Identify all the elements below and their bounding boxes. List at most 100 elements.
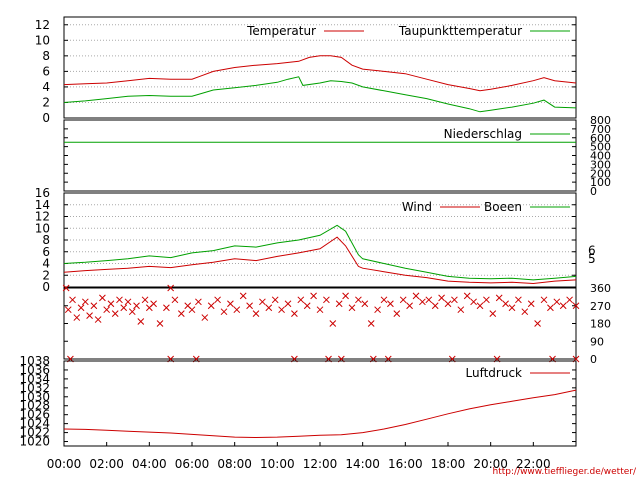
x-tick-label: 14:00 (345, 457, 380, 471)
wind-direction-point (553, 298, 561, 306)
wind-direction-point (107, 300, 115, 308)
wind-direction-point (86, 312, 93, 319)
wind-direction-point (214, 296, 221, 304)
wind-direction-point (534, 320, 541, 327)
wind-direction-point (195, 298, 202, 306)
wind-direction-point (207, 302, 215, 310)
temperature-ytick-label: 6 (42, 64, 50, 78)
wind-direction-point (156, 320, 164, 327)
wind-direction-point (329, 320, 337, 327)
wind-line-0 (63, 236, 577, 285)
wind-direction-point (393, 310, 401, 317)
wind-direction-ytick-label: 90 (590, 335, 604, 348)
wind-direction-point (137, 318, 145, 325)
wind-direction-point (116, 296, 123, 304)
wind-direction-point (399, 296, 407, 304)
wind-direction-point (64, 306, 72, 314)
footer-url[interactable]: http://www.tiefflieger.de/wetter/ (493, 467, 637, 477)
wind-ytick-label: 14 (35, 198, 50, 212)
wind-ytick-label: 8 (42, 233, 50, 247)
temperature-ytick-label: 12 (35, 18, 50, 32)
x-tick-label: 10:00 (260, 457, 295, 471)
temperature-line-1 (63, 76, 577, 113)
wind-direction-point (124, 298, 132, 306)
wind-line-1 (63, 224, 577, 281)
wind-direction-point (348, 304, 356, 312)
precipitation-ytick-label: 400 (590, 150, 611, 163)
wind-direction-point (259, 298, 266, 306)
wind-direction-point (476, 302, 484, 310)
wind-direction-point (167, 284, 175, 292)
wind-direction-point (94, 316, 102, 323)
x-tick-label: 04:00 (132, 457, 167, 471)
wind-direction-ytick-label: 0 (590, 353, 597, 366)
wind-direction-point (342, 292, 349, 300)
x-tick-label: 20:00 (473, 457, 508, 471)
wind-direction-point (483, 296, 490, 304)
x-tick-label: 06:00 (175, 457, 210, 471)
temperature-line-0 (63, 55, 577, 92)
wind-direction-point (163, 304, 170, 312)
wind-direction-point (515, 296, 522, 304)
wind-direction-point (77, 304, 85, 312)
wind-direction-point (374, 306, 381, 314)
panel-wind-direction: 0 90 180 270 360 (62, 282, 611, 366)
wind-direction-point (489, 310, 497, 317)
pressure-ytick-label: 1030 (19, 390, 50, 404)
wind-direction-point (220, 308, 228, 316)
x-tick-label: 16:00 (388, 457, 423, 471)
pressure-line-0 (63, 389, 577, 439)
wind-direction-point (150, 300, 157, 308)
x-tick-label: 00:00 (47, 457, 82, 471)
x-tick-label: 22:00 (516, 457, 551, 471)
pressure-ytick-label: 1032 (19, 381, 50, 395)
wind-direction-point (133, 302, 140, 310)
temperature-frame (63, 16, 577, 119)
temperature-legend-label-1: Taupunkttemperatur (398, 24, 522, 38)
wind-direction-point (463, 292, 471, 300)
wind-direction-point (316, 306, 324, 314)
pressure-ytick-label: 1024 (19, 417, 50, 431)
wind-direction-point (438, 294, 445, 302)
wind-ytick-label: 12 (35, 210, 50, 224)
precipitation-ytick-label: 500 (590, 141, 611, 154)
precipitation-ytick-label: 0 (590, 185, 597, 198)
wind-direction-point (201, 314, 209, 321)
wind-direction-point (99, 294, 106, 302)
temperature-ytick-label: 4 (42, 80, 50, 94)
precipitation-legend-label-0: Niederschlag (444, 127, 522, 141)
wind-direction-point (495, 294, 503, 302)
wind-direction-point (457, 306, 465, 314)
precipitation-ytick-label: 600 (590, 132, 611, 145)
wind-direction-point (527, 300, 535, 308)
wind-direction-point (406, 302, 413, 310)
wind-direction-point (73, 314, 81, 321)
wind-direction-point (128, 308, 136, 316)
wind-direction-point (171, 296, 179, 304)
wind-direction-point (451, 296, 458, 304)
wind-direction-ytick-label: 360 (590, 282, 611, 295)
wind-ytick-label: 6 (42, 245, 50, 259)
wind-direction-point (502, 300, 509, 308)
panel-pressure: 1020102210241026102810301032103410361038… (19, 354, 577, 449)
x-tick-label: 08:00 (217, 457, 252, 471)
pressure-ytick-label: 1028 (19, 399, 50, 413)
pressure-ytick-label: 1036 (19, 363, 50, 377)
wind-direction-point (284, 300, 292, 308)
wind-direction-point (566, 296, 573, 304)
wind-direction-point (323, 296, 330, 304)
wind-direction-point (233, 306, 241, 314)
wind-direction-point (177, 310, 185, 317)
wind-direction-point (271, 296, 279, 304)
wind-direction-point (265, 304, 273, 312)
x-tick-label: 02:00 (89, 457, 124, 471)
wind-direction-point (252, 310, 260, 317)
precipitation-ytick-label: 700 (590, 123, 611, 136)
wind-ytick-label: 10 (35, 221, 50, 235)
wind-direction-point (540, 296, 548, 304)
pressure-ytick-label: 1026 (19, 408, 50, 422)
wind-legend-label-1: Boeen (484, 200, 522, 214)
precipitation-ytick-label: 800 (590, 114, 611, 127)
